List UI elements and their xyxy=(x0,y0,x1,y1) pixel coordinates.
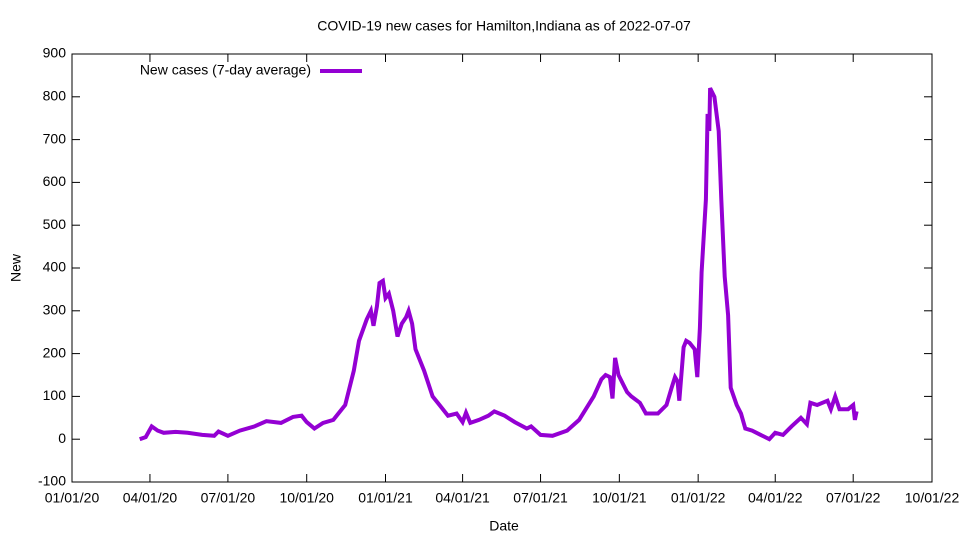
x-tick-label: 07/01/20 xyxy=(201,490,256,506)
y-tick-label: 900 xyxy=(43,45,67,61)
y-tick-label: 800 xyxy=(43,88,67,104)
y-tick-label: 200 xyxy=(43,344,67,360)
y-tick-label: 400 xyxy=(43,259,67,275)
y-tick-label: 500 xyxy=(43,216,67,232)
y-axis-label: New xyxy=(8,253,24,282)
chart-title: COVID-19 new cases for Hamilton,Indiana … xyxy=(317,18,691,34)
data-line xyxy=(139,87,859,442)
x-tick-label: 01/01/20 xyxy=(45,490,100,506)
legend-label: New cases (7-day average) xyxy=(140,62,311,78)
x-axis-label: Date xyxy=(489,518,519,534)
x-tick-label: 04/01/21 xyxy=(435,490,490,506)
x-tick-label: 10/01/21 xyxy=(592,490,647,506)
x-tick-label: 01/01/22 xyxy=(671,490,726,506)
x-tick-label: 07/01/21 xyxy=(513,490,568,506)
y-tick-label: 100 xyxy=(43,387,67,403)
x-tick-label: 07/01/22 xyxy=(826,490,881,506)
y-tick-label: 300 xyxy=(43,302,67,318)
x-tick-label: 10/01/20 xyxy=(279,490,334,506)
x-tick-label: 01/01/21 xyxy=(358,490,413,506)
y-tick-label: 700 xyxy=(43,130,67,146)
y-tick-label: 0 xyxy=(58,430,66,446)
x-tick-label: 10/01/22 xyxy=(905,490,960,506)
x-tick-label: 04/01/20 xyxy=(123,490,178,506)
y-tick-label: -100 xyxy=(38,473,66,489)
y-tick-label: 600 xyxy=(43,173,67,189)
x-tick-label: 04/01/22 xyxy=(748,490,803,506)
